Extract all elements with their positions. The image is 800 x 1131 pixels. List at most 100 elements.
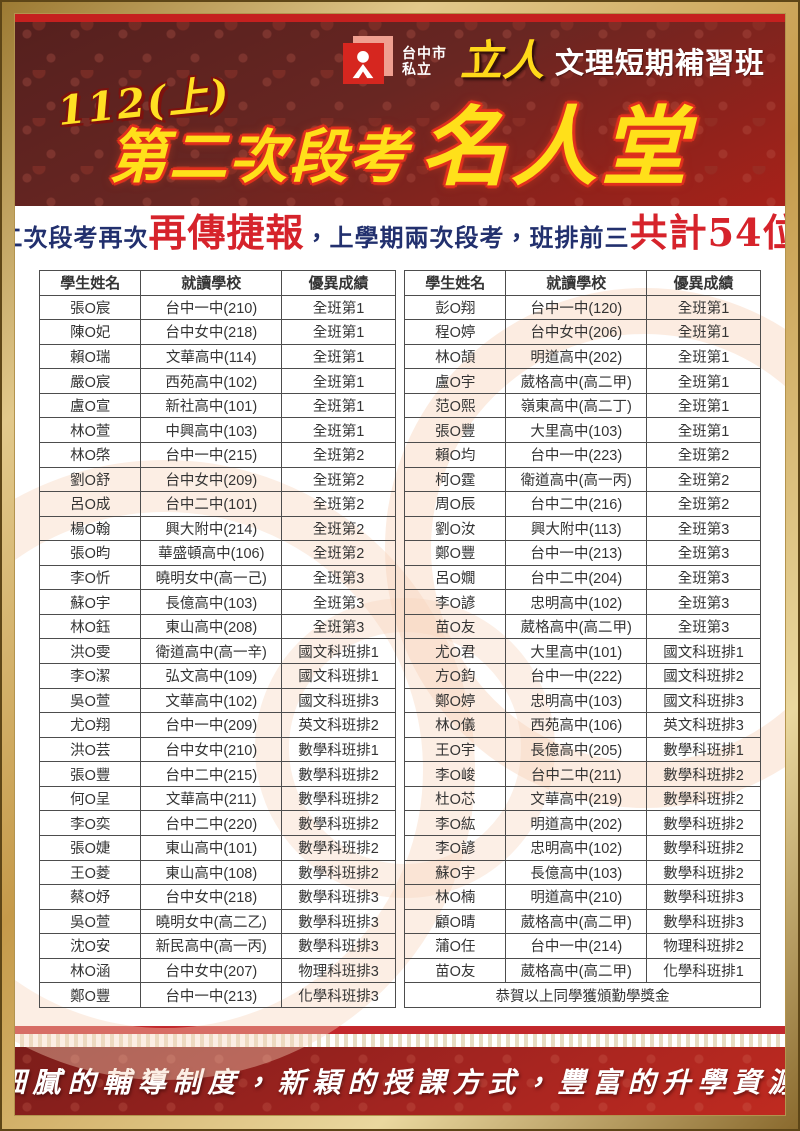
column-header: 優異成績 (281, 270, 396, 296)
table-row: 程O婷 台中女中(206) 全班第1 (403, 319, 761, 345)
result-cell: 數學科班排2 (281, 834, 396, 861)
result-cell: 數學科班排2 (646, 761, 761, 787)
result-cell: 全班第1 (646, 343, 761, 370)
school-cell: 台中女中(210) (140, 736, 283, 763)
student-name-cell: 張O豐 (403, 417, 507, 443)
result-cell: 全班第3 (281, 613, 396, 640)
table-row: 沈O安 新民高中(高一丙) 數學科班排3 (38, 933, 396, 959)
school-cell: 明道高中(202) (505, 810, 648, 836)
school-cell: 台中二中(204) (505, 564, 648, 591)
result-cell: 數學科班排3 (281, 933, 396, 959)
table-row: 洪O雯 衛道高中(高一辛) 國文科班排1 (38, 638, 396, 664)
result-cell: 全班第1 (281, 343, 396, 370)
result-cell: 化學科班排3 (281, 982, 396, 1008)
announcement-highlight: 再傳捷報 (148, 210, 305, 255)
school-cell: 興大附中(214) (140, 515, 283, 542)
student-name-cell: 柯O霆 (403, 466, 507, 493)
table-row: 洪O芸 台中女中(210) 數學科班排1 (38, 736, 396, 763)
table-row: 嚴O宸 西苑高中(102) 全班第1 (38, 368, 396, 394)
result-cell: 數學科班排1 (646, 736, 761, 763)
student-name-cell: 蒲O任 (403, 933, 507, 959)
table-row: 吳O萱 文華高中(102) 國文科班排3 (38, 687, 396, 714)
result-cell: 數學科班排2 (281, 761, 396, 787)
student-name-cell: 尤O翔 (38, 712, 142, 738)
announcement-segment: 二次段考再次 (15, 223, 149, 252)
table-row: 李O紘 明道高中(202) 數學科班排2 (403, 810, 761, 836)
student-name-cell: 李O奕 (38, 810, 142, 836)
result-cell: 全班第2 (281, 540, 396, 566)
table-row: 李O諺 忠明高中(102) 數學科班排2 (403, 834, 761, 861)
result-cell: 數學科班排2 (646, 785, 761, 812)
school-cell: 葳格高中(高二甲) (505, 613, 648, 640)
table-row: 顧O晴 葳格高中(高二甲) 數學科班排3 (403, 908, 761, 935)
student-name-cell: 鄭O豐 (38, 982, 142, 1008)
result-cell: 物理科班排3 (281, 957, 396, 984)
student-name-cell: 盧O宣 (38, 392, 142, 419)
student-name-cell: 鄭O婷 (403, 687, 507, 714)
table-row: 蔡O妤 台中女中(218) 數學科班排3 (38, 884, 396, 910)
school-cell: 台中一中(210) (140, 294, 283, 321)
student-name-cell: 彭O翔 (403, 294, 507, 321)
announcement-line: 二次段考再次 再傳捷報 ，上學期兩次段考，班排前三 共計54位 (15, 206, 785, 268)
result-cell: 數學科班排2 (646, 810, 761, 836)
result-cell: 全班第3 (646, 540, 761, 566)
table-header-row: 學生姓名 就讀學校 優異成績 (38, 270, 396, 296)
table-row: 吳O萱 曉明女中(高二乙) 數學科班排3 (38, 908, 396, 935)
org-prefix: 台中市 私立 (402, 45, 447, 77)
result-cell: 物理科班排2 (646, 933, 761, 959)
school-cell: 葳格高中(高二甲) (505, 368, 648, 394)
student-name-cell: 蘇O宇 (403, 859, 507, 886)
table-row: 林O頡 明道高中(202) 全班第1 (403, 343, 761, 370)
school-cell: 曉明女中(高二乙) (140, 908, 283, 935)
school-cell: 文華高中(219) (505, 785, 648, 812)
student-name-cell: 王O宇 (403, 736, 507, 763)
table-row: 張O豐 台中二中(215) 數學科班排2 (38, 761, 396, 787)
result-cell: 國文科班排3 (281, 687, 396, 714)
announcement-segment: ，上學期兩次段考，班排前三 (304, 223, 630, 252)
student-name-cell: 林O鈺 (38, 613, 142, 640)
table-row: 呂O嫺 台中二中(204) 全班第3 (403, 564, 761, 591)
results-table-right: 學生姓名 就讀學校 優異成績 彭O翔 台中一中(120) 全班第1 程O婷 台中女中(206)… (403, 270, 761, 1008)
school-cell: 明道高中(202) (505, 343, 648, 370)
table-row: 林O楠 明道高中(210) 數學科班排3 (403, 884, 761, 910)
table-row: 何O呈 文華高中(211) 數學科班排2 (38, 785, 396, 812)
results-table-left: 學生姓名 就讀學校 優異成績 張O宸 台中一中(210) 全班第1 陳O妃 台中女中(218)… (38, 270, 396, 1008)
school-cell: 大里高中(103) (505, 417, 648, 443)
student-name-cell: 方O鈞 (403, 663, 507, 689)
org-suffix: 文理短期補習班 (554, 48, 765, 80)
school-cell: 台中一中(213) (140, 982, 283, 1008)
table-row: 苗O友 葳格高中(高二甲) 全班第3 (403, 613, 761, 640)
student-name-cell: 鄭O豐 (403, 540, 507, 566)
table-row: 李O忻 曉明女中(高一己) 全班第3 (38, 564, 396, 591)
student-name-cell: 林O頡 (403, 343, 507, 370)
student-name-cell: 劉O汝 (403, 515, 507, 542)
table-row: 呂O成 台中二中(101) 全班第2 (38, 491, 396, 517)
result-cell: 全班第1 (281, 417, 396, 443)
org-prefix-line1: 台中市 (401, 44, 447, 61)
table-row: 林O鈺 東山高中(208) 全班第3 (38, 613, 396, 640)
school-cell: 明道高中(210) (505, 884, 648, 910)
school-cell: 台中女中(207) (140, 957, 283, 984)
school-cell: 台中一中(209) (140, 712, 283, 738)
table-row: 陳O妃 台中女中(218) 全班第1 (38, 319, 396, 345)
table-row: 盧O宇 葳格高中(高二甲) 全班第1 (403, 368, 761, 394)
footer-slogan: 細膩的輔導制度，新穎的授課方式，豐富的升學資源 (14, 1066, 786, 1099)
student-name-cell: 王O菱 (38, 859, 142, 886)
school-cell: 台中二中(220) (140, 810, 283, 836)
column-header: 就讀學校 (140, 270, 283, 296)
liren-person-icon (342, 43, 384, 84)
table-row: 范O熙 嶺東高中(高二丁) 全班第1 (403, 392, 761, 419)
table-row: 周O辰 台中二中(216) 全班第2 (403, 491, 761, 517)
school-cell: 台中一中(222) (505, 663, 648, 689)
table-row: 尤O君 大里高中(101) 國文科班排1 (403, 638, 761, 664)
table-row: 賴O瑞 文華高中(114) 全班第1 (38, 343, 396, 370)
student-name-cell: 李O忻 (38, 564, 142, 591)
table-row: 楊O翰 興大附中(214) 全班第2 (38, 515, 396, 542)
student-name-cell: 蘇O宇 (38, 589, 142, 615)
result-cell: 全班第2 (646, 491, 761, 517)
table-header-row: 學生姓名 就讀學校 優異成績 (403, 270, 761, 296)
school-cell: 台中女中(218) (140, 319, 283, 345)
student-name-cell: 劉O舒 (38, 466, 142, 493)
table-note-row: 恭賀以上同學獲頒勤學獎金 (404, 982, 761, 1008)
school-cell: 弘文高中(109) (140, 663, 283, 689)
